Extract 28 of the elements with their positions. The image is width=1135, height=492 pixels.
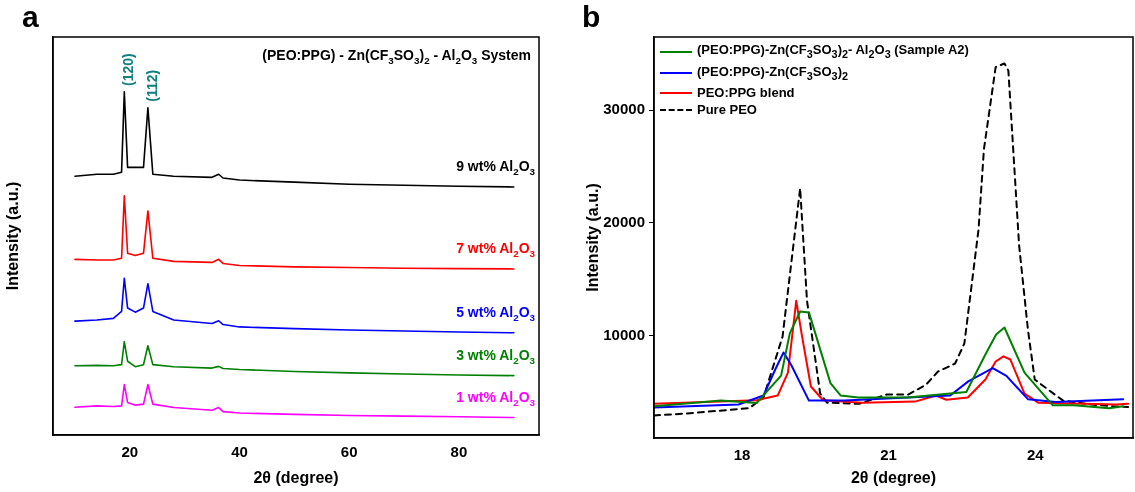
y-tick-label: 30000 <box>603 100 645 118</box>
legend-label: PEO:PPG blend <box>697 84 795 102</box>
chart-title: b <box>582 0 601 34</box>
x-tick-label: 24 <box>1026 446 1045 464</box>
y-axis-title: Intensity (a.u.) <box>4 181 22 291</box>
annotation: (112) <box>143 69 160 102</box>
chart-title: a <box>22 0 39 34</box>
y-tick-label: 20000 <box>603 213 645 230</box>
x-tick-label: 18 <box>733 446 751 464</box>
x-axis-title: 2θ (degree) <box>253 468 339 486</box>
series-label: 5 wt% Al$_{2}$O$_{3}$ <box>456 303 535 323</box>
x-tick-label: 60 <box>340 443 358 461</box>
x-tick-label: 40 <box>231 443 248 461</box>
legend-label: Pure PEO <box>697 101 757 119</box>
x-tick-label: 20 <box>121 443 139 461</box>
series-label: 7 wt% Al$_{2}$O$_{3}$ <box>456 240 535 259</box>
x-axis-title: 2θ (degree) <box>850 468 937 486</box>
legend-label: (PEO:PPG)-Zn(CF$_{3}$SO$_{3}$)$_{2}$ <box>697 62 848 84</box>
y-tick-label: 10000 <box>603 325 645 343</box>
y-axis-title: Intensity (a.u.) <box>584 183 602 292</box>
text: (PEO:PPG)-Zn(CF$_{3}$SO$_{3}$)$_{2}$- Al$_{2}$O$_{3}$ (Sample A2) <box>697 42 969 60</box>
series-label: 3 wt% Al$_{2}$O$_{3}$ <box>456 346 535 366</box>
text: (PEO:PPG) - Zn(CF$_{3}$SO$_{3}$)$_{2}$ - Al$_{2}$O$_{3}$ System <box>262 47 531 66</box>
series-label: 1 wt% Al$_{2}$O$_{3}$ <box>456 388 535 408</box>
x-tick-label: 80 <box>450 443 468 461</box>
annotation: (120) <box>120 53 137 86</box>
x-tick-label: 21 <box>880 446 897 464</box>
series-label: 9 wt% Al$_{2}$O$_{3}$ <box>456 158 535 177</box>
